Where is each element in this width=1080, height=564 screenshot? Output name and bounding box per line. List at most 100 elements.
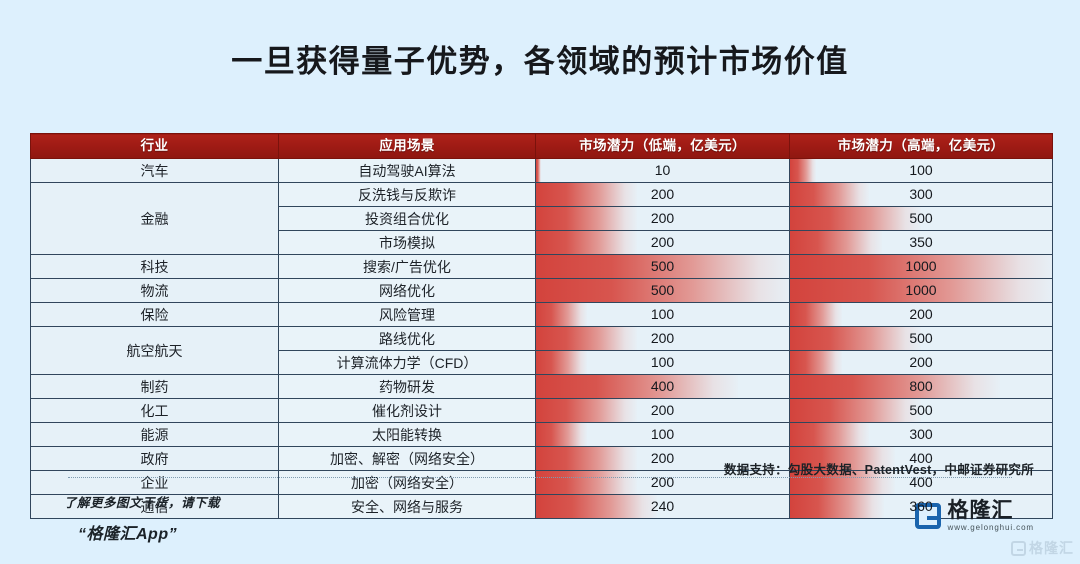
data-bar <box>536 207 638 230</box>
footer-divider <box>68 477 1012 478</box>
cell-value: 360 <box>909 498 933 514</box>
data-bar <box>790 399 921 422</box>
cell-value: 500 <box>650 258 675 274</box>
table-row: 航空航天 路线优化 200 500 <box>30 326 1053 375</box>
cell-value: 200 <box>909 354 933 370</box>
cell-industry: 政府 <box>30 446 279 471</box>
cell-value: 500 <box>909 210 933 226</box>
watermark-logo-icon <box>1011 540 1026 556</box>
data-bar <box>790 351 843 374</box>
cell-value: 1000 <box>905 282 937 298</box>
data-bar <box>536 255 789 278</box>
cell-potential-low: 100 <box>535 350 790 375</box>
promo-line-2: “格隆汇App” <box>78 526 178 543</box>
cell-value: 200 <box>650 450 675 466</box>
cell-industry: 航空航天 <box>30 326 279 375</box>
cell-potential-low: 500 <box>535 278 790 303</box>
cell-value: 10 <box>654 162 671 178</box>
cell-value: 240 <box>650 498 675 514</box>
cell-value: 200 <box>650 234 675 250</box>
cell-industry: 能源 <box>30 422 279 447</box>
cell-use-case: 网络优化 <box>278 278 536 303</box>
cell-value: 400 <box>650 378 675 394</box>
table-row: 汽车 自动驾驶AI算法 10 100 <box>30 158 1053 183</box>
data-bar <box>790 231 882 254</box>
cell-potential-low: 200 <box>535 470 790 495</box>
cell-use-case: 加密（网络安全） <box>278 470 536 495</box>
cell-potential-low: 200 <box>535 206 790 231</box>
column-header-potential-low: 市场潜力（低端，亿美元） <box>535 133 790 159</box>
page-title: 一旦获得量子优势，各领域的预计市场价值 <box>231 44 849 79</box>
data-bar <box>536 423 587 446</box>
cell-potential-low: 10 <box>535 158 790 183</box>
cell-use-case: 反洗钱与反欺诈 <box>278 182 536 207</box>
source-note: 数据支持：勾股大数据、PatentVest，中邮证券研究所 <box>723 463 1034 477</box>
cell-industry: 物流 <box>30 278 279 303</box>
cell-industry: 企业 <box>30 470 279 495</box>
cell-use-case: 加密、解密（网络安全） <box>278 446 536 471</box>
cell-use-case: 路线优化 <box>278 326 536 351</box>
cell-potential-high: 400 <box>789 470 1053 495</box>
cell-use-case: 搜索/广告优化 <box>278 254 536 279</box>
cell-potential-high: 500 <box>789 206 1053 231</box>
cell-potential-high: 500 <box>789 326 1053 351</box>
table-row: 保险 风险管理 100 200 <box>30 302 1053 327</box>
data-bar <box>536 351 587 374</box>
cell-value: 100 <box>650 354 675 370</box>
cell-value: 100 <box>650 426 675 442</box>
cell-use-case: 市场模拟 <box>278 230 536 255</box>
cell-potential-low: 500 <box>535 254 790 279</box>
table-row: 市场模拟 200 350 <box>31 230 1053 255</box>
cell-value: 300 <box>909 426 933 442</box>
data-bar <box>536 279 789 302</box>
cell-value: 400 <box>909 450 933 466</box>
gelonghui-logo-icon <box>914 503 941 529</box>
cell-value: 500 <box>909 402 933 418</box>
table-row: 企业 加密（网络安全） 200 400 <box>30 470 1053 495</box>
table-row: 制药 药物研发 400 800 <box>30 374 1053 399</box>
data-bar <box>790 159 817 182</box>
table-row: 化工 催化剂设计 200 500 <box>30 398 1053 423</box>
cell-potential-high: 200 <box>789 350 1053 375</box>
data-bar <box>790 183 869 206</box>
data-bar <box>790 207 921 230</box>
cell-industry: 科技 <box>30 254 279 279</box>
cell-use-case: 催化剂设计 <box>278 398 536 423</box>
data-bar <box>536 231 638 254</box>
cell-industry: 化工 <box>30 398 279 423</box>
cell-potential-high: 800 <box>789 374 1053 399</box>
cell-potential-high: 1000 <box>789 278 1053 303</box>
cell-potential-high: 300 <box>789 182 1053 207</box>
watermark-corner: 格隆汇 <box>1011 538 1074 558</box>
brand-name: 格隆汇 <box>947 499 1014 522</box>
data-bar <box>536 183 638 206</box>
table-row: 能源 太阳能转换 100 300 <box>30 422 1053 447</box>
cell-potential-low: 200 <box>535 326 790 351</box>
cell-potential-high: 360 <box>789 494 1053 519</box>
cell-value: 300 <box>909 186 933 202</box>
cell-potential-high: 200 <box>789 302 1053 327</box>
brand-logo: 格隆汇 www.gelonghui.com <box>914 499 1034 532</box>
promo-block: 了解更多图文干货，请下载 “格隆汇App” <box>64 492 220 544</box>
cell-use-case: 计算流体力学（CFD） <box>278 350 536 375</box>
cell-industry: 金融 <box>30 182 279 255</box>
cell-potential-low: 100 <box>535 302 790 327</box>
data-bar <box>536 327 638 350</box>
brand-url: www.gelonghui.com <box>947 523 1034 532</box>
cell-potential-low: 200 <box>535 446 790 471</box>
cell-potential-low: 200 <box>535 182 790 207</box>
data-bar <box>790 327 921 350</box>
data-bar <box>790 255 1052 278</box>
data-bar <box>790 375 1000 398</box>
column-header-potential-high: 市场潜力（高端，亿美元） <box>789 133 1053 159</box>
data-bar <box>536 375 739 398</box>
cell-potential-low: 240 <box>535 494 790 519</box>
cell-potential-high: 500 <box>789 398 1053 423</box>
cell-potential-high: 400 <box>789 446 1053 471</box>
market-value-table: 行业 应用场景 市场潜力（低端，亿美元） 市场潜力（高端，亿美元） 汽车 自动驾驶… <box>30 133 1053 519</box>
data-bar <box>536 495 658 518</box>
cell-industry: 汽车 <box>30 158 279 183</box>
table-row: 计算流体力学（CFD） 100 200 <box>31 350 1053 375</box>
cell-potential-low: 200 <box>535 230 790 255</box>
cell-industry: 制药 <box>30 374 279 399</box>
